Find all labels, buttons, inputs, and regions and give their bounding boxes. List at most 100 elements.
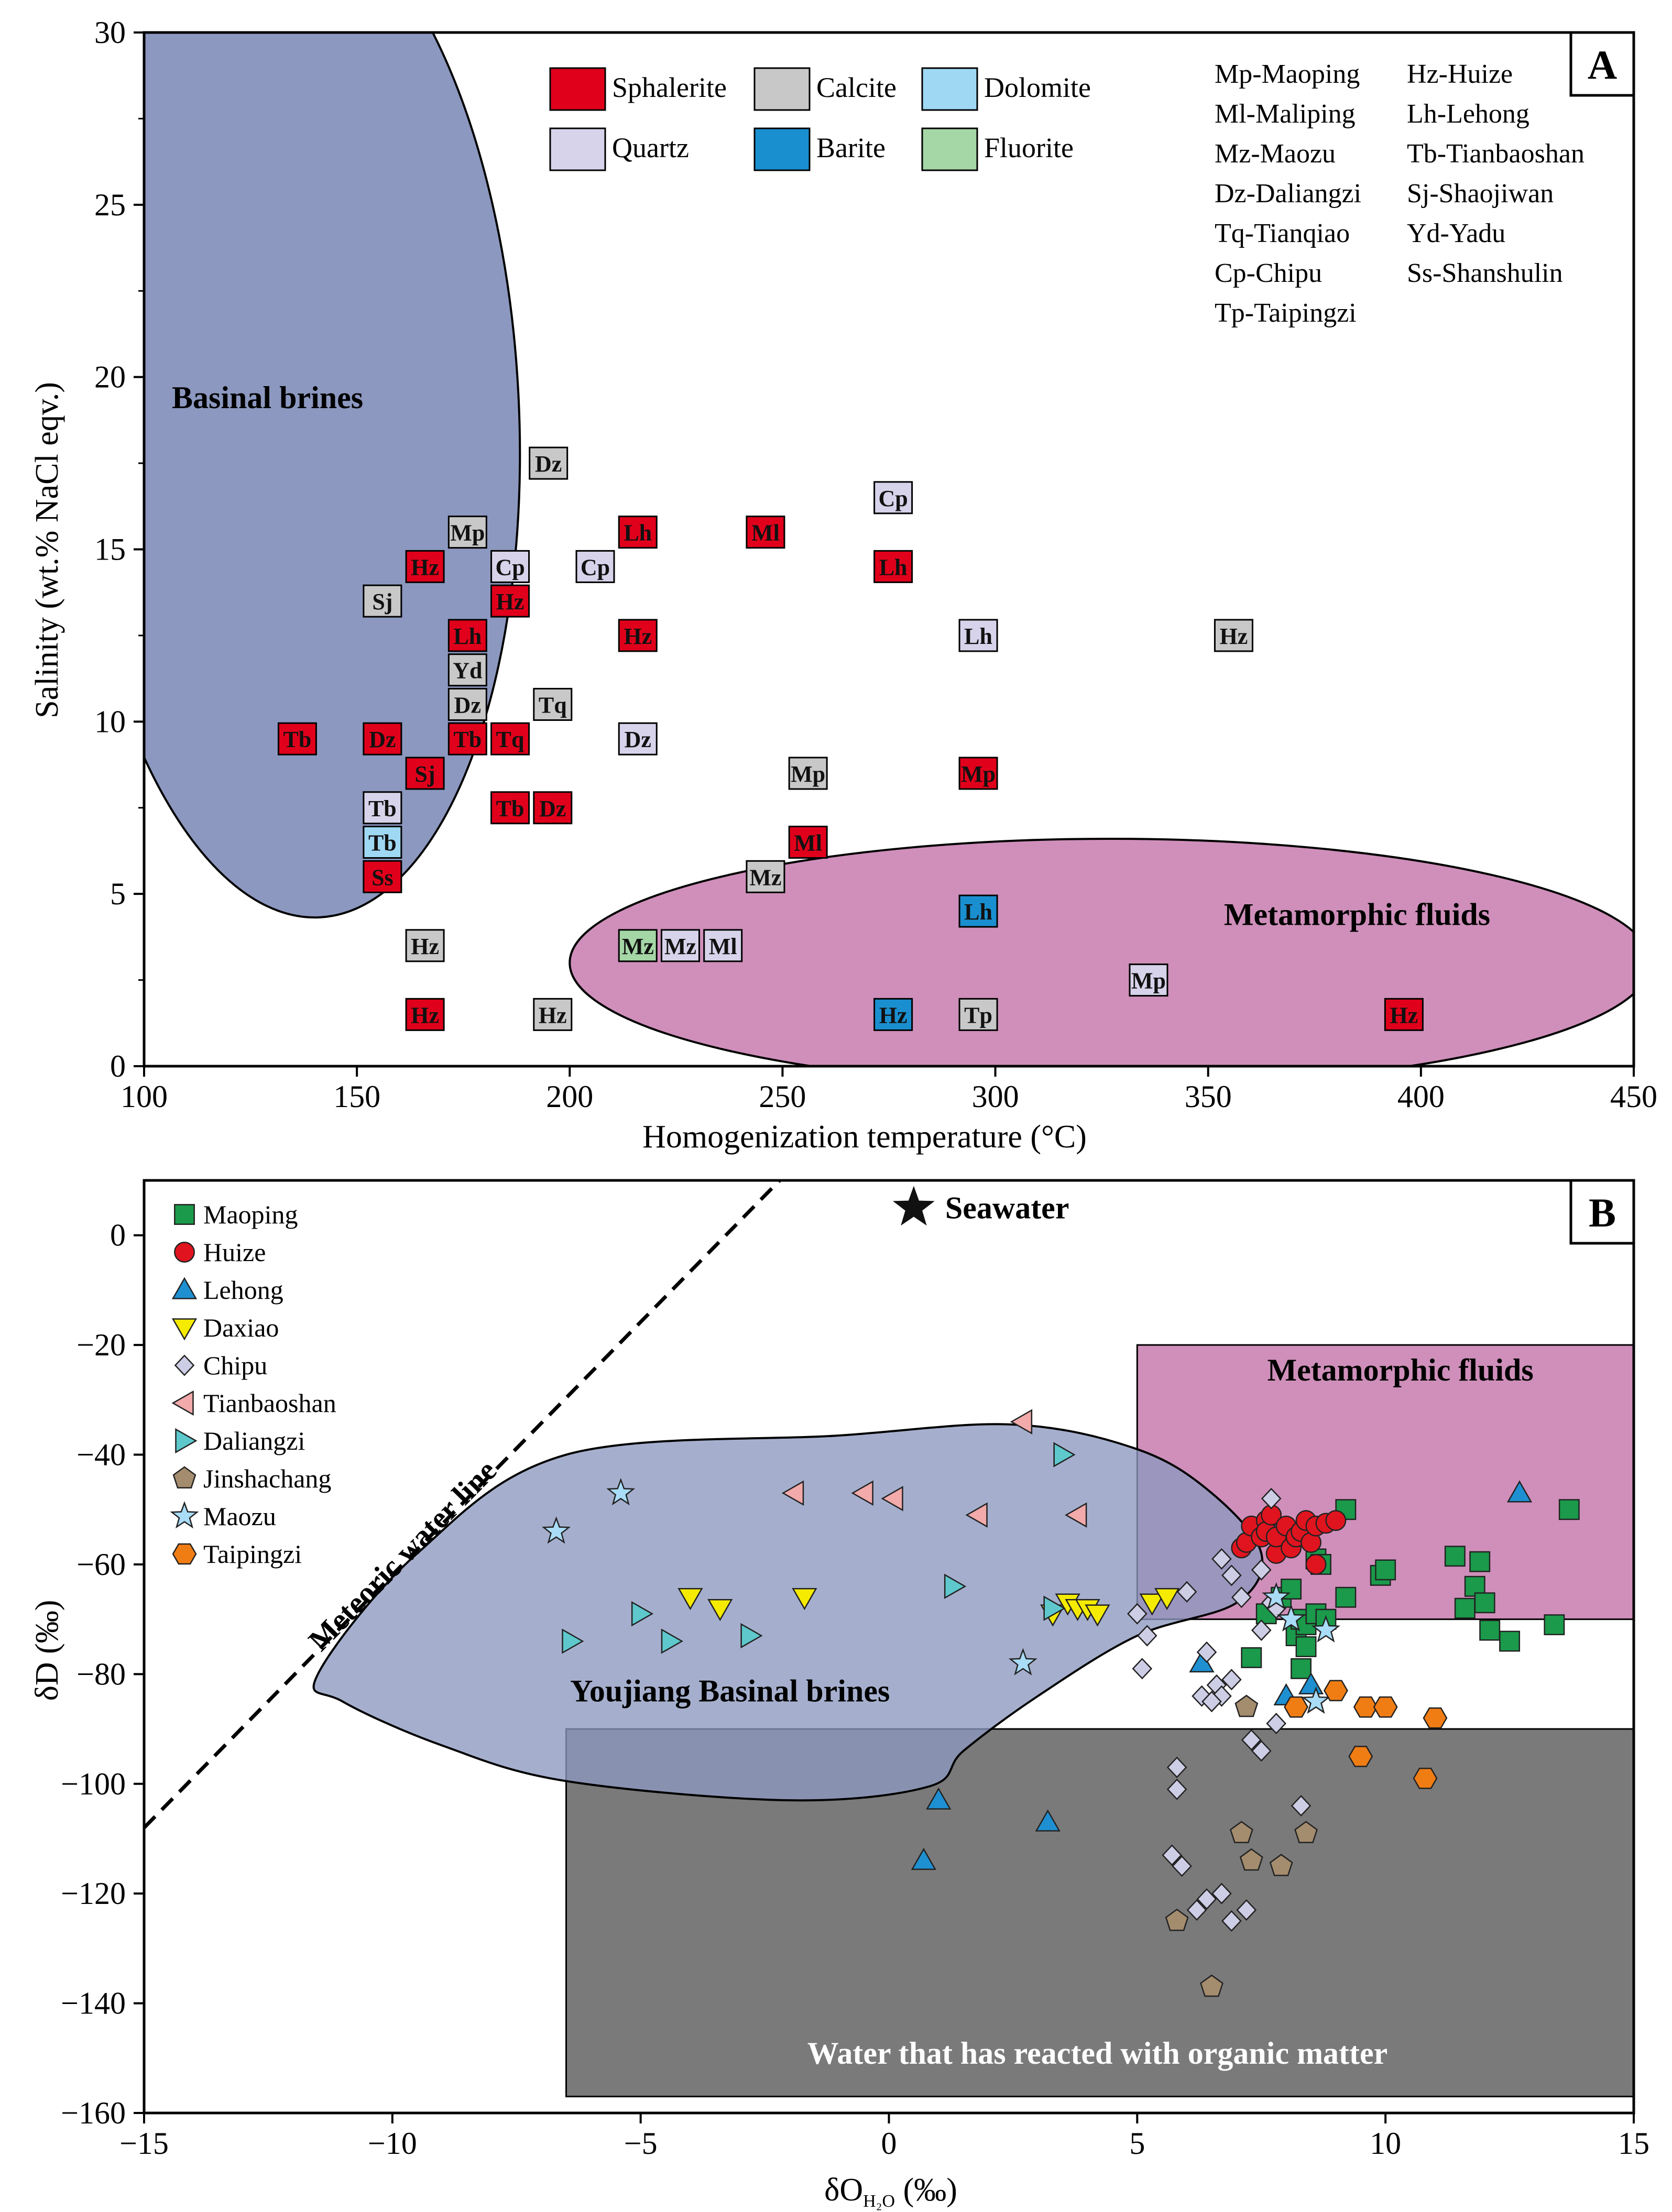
- panel-b-frame: [143, 1179, 1635, 2115]
- panel-a-x-axis-title: Homogenization temperature (°C): [642, 1119, 1087, 1155]
- x-tick-label: 15: [1618, 2126, 1649, 2161]
- tianbaoshan-point: [1010, 1409, 1033, 1434]
- huize-point: [1305, 1553, 1327, 1575]
- salinity-point-box: [490, 722, 530, 755]
- x-title-subscript: H₂O: [863, 2192, 895, 2211]
- chipu-point: [1251, 1559, 1272, 1581]
- salinity-point-label: Ml: [751, 520, 780, 546]
- lehong-point: [1035, 1809, 1061, 1832]
- salinity-point-box: [533, 687, 573, 721]
- dolomite-legend-label: Dolomite: [984, 72, 1091, 103]
- salinity-point-label: Tb: [368, 830, 397, 856]
- x-tick-label: −10: [368, 2126, 417, 2161]
- y-tick-label: −120: [61, 1876, 126, 1911]
- barite-legend-label: Barite: [816, 132, 886, 163]
- chipu-point: [1127, 1603, 1148, 1625]
- x-tick-label: 400: [1397, 1079, 1445, 1114]
- salinity-point-label: Hz: [1390, 1002, 1418, 1028]
- panel-b: Metamorphic fluids Water that has reacte…: [29, 1179, 1649, 2211]
- salinity-point: Hz: [1384, 998, 1424, 1031]
- abbreviation-entry: Tp-Taipingzi: [1215, 298, 1357, 328]
- jinshachang-point: [1294, 1821, 1318, 1844]
- tianbaoshan-point: [851, 1480, 873, 1506]
- daxiao-point: [792, 1588, 817, 1611]
- salinity-point-label: Sj: [372, 589, 392, 615]
- salinity-point-box: [363, 826, 402, 859]
- huize-point: [1325, 1510, 1347, 1531]
- salinity-point-box: [873, 550, 913, 583]
- salinity-point-label: Mp: [791, 761, 825, 787]
- chipu-point: [1221, 1669, 1242, 1691]
- salinity-point-label: Dz: [535, 451, 562, 477]
- salinity-point-box: [958, 757, 998, 790]
- series-jinshachang: [1165, 1694, 1318, 1997]
- salinity-point: Yd: [447, 653, 487, 687]
- salinity-point: Tp: [958, 998, 998, 1031]
- salinity-point: Mp: [958, 757, 998, 790]
- chipu-point: [1241, 1729, 1262, 1751]
- chipu-point: [1176, 1581, 1197, 1603]
- jinshachang-legend-label: Jinshachang: [203, 1464, 331, 1493]
- panel-b-region-labels: Metamorphic fluids Water that has reacte…: [570, 1353, 1534, 2071]
- x-tick-label: −5: [624, 2126, 658, 2161]
- sphalerite-swatch: [549, 67, 606, 111]
- salinity-point: Lh: [447, 619, 487, 652]
- y-tick-label: −60: [77, 1547, 126, 1582]
- panel-a-axes: 100 150 200 250 300 350 400 450 0 5 10 15 20 25 30: [94, 15, 1657, 1114]
- salinity-point-label: Tp: [964, 1002, 992, 1028]
- metamorphic-fluids-label-a: Metamorphic fluids: [1224, 897, 1490, 932]
- x-tick-label: 5: [1129, 2126, 1145, 2161]
- salinity-point: Hz: [618, 619, 658, 652]
- abbreviation-entry: Lh-Lehong: [1407, 99, 1529, 129]
- salinity-point: Tb: [447, 722, 487, 755]
- daliangzi-point: [944, 1573, 967, 1599]
- abbreviation-entry: Dz-Daliangzi: [1215, 179, 1361, 209]
- salinity-point-box: [405, 929, 445, 962]
- salinity-point-box: [703, 929, 743, 962]
- dolomite-swatch: [921, 67, 978, 111]
- abbreviation-entry: Tq-Tianqiao: [1215, 218, 1350, 248]
- maoping-point: [1544, 1614, 1565, 1636]
- y-tick-label: 0: [110, 1049, 126, 1083]
- salinity-point-box: [1129, 963, 1168, 997]
- salinity-point-box: [490, 584, 530, 618]
- maoping-point: [1479, 1619, 1501, 1641]
- salinity-point-box: [618, 929, 658, 962]
- salinity-point-label: Ml: [794, 830, 822, 856]
- salinity-point: Dz: [447, 687, 487, 721]
- taipingzi-point: [1413, 1767, 1438, 1789]
- tianbaoshan-point: [881, 1486, 903, 1512]
- salinity-point: Hz: [405, 550, 445, 583]
- salinity-point-label: Hz: [879, 1002, 908, 1028]
- salinity-point-box: [660, 929, 700, 962]
- youjiang-brines-label: Youjiang Basinal brines: [570, 1674, 890, 1709]
- tianbaoshan-legend-marker: [171, 1390, 194, 1416]
- chipu-legend-marker: [174, 1354, 195, 1376]
- salinity-point: Hz: [405, 929, 445, 962]
- salinity-point-label: Mz: [622, 934, 654, 959]
- salinity-point-box: [1384, 998, 1424, 1031]
- maoping-point: [1335, 1586, 1357, 1608]
- salinity-point: Mz: [660, 929, 700, 962]
- salinity-point-label: Hz: [1220, 623, 1248, 649]
- salinity-point-label: Hz: [539, 1002, 567, 1028]
- panel-a: Basinal brines Metamorphic fluids Dz Mp Hz…: [29, 15, 1657, 1155]
- taipingzi-legend-marker: [172, 1543, 197, 1565]
- basinal-brines-label: Basinal brines: [172, 380, 363, 415]
- panel-b-label: B: [1569, 1179, 1635, 1245]
- salinity-point: Dz: [363, 722, 402, 755]
- panel-b-data-points: [542, 1409, 1580, 1997]
- salinity-point-box: [447, 722, 487, 755]
- salinity-point-box: [277, 722, 317, 755]
- fluorite-legend-label: Fluorite: [984, 132, 1074, 163]
- maoping-point: [1454, 1597, 1476, 1619]
- maoping-point: [1558, 1499, 1580, 1520]
- salinity-point: Ss: [363, 860, 402, 893]
- maoping-point: [1375, 1559, 1396, 1581]
- daliangzi-legend-marker: [175, 1428, 198, 1454]
- legend-item-taipingzi: Taipingzi: [172, 1539, 302, 1569]
- salinity-point-label: Lh: [624, 520, 652, 546]
- taipingzi-point: [1423, 1707, 1448, 1729]
- salinity-point: Sj: [405, 757, 445, 790]
- chipu-point: [1251, 1740, 1272, 1762]
